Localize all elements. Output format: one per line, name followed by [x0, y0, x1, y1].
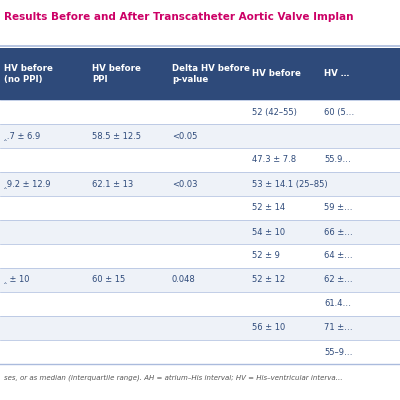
Text: 52 (42–55): 52 (42–55) — [252, 108, 297, 116]
Text: 54 ± 10: 54 ± 10 — [252, 228, 285, 236]
Text: 60 (5…: 60 (5… — [324, 108, 354, 116]
Text: ‸9.2 ± 12.9: ‸9.2 ± 12.9 — [4, 180, 50, 188]
Text: 71 ±…: 71 ±… — [324, 324, 353, 332]
Text: ses, or as median (interquartile range). AH = atrium–His interval; HV = His–vent: ses, or as median (interquartile range).… — [4, 374, 343, 381]
Text: 55.9…: 55.9… — [324, 156, 351, 164]
Text: 55–9…: 55–9… — [324, 348, 352, 356]
Text: 47.3 ± 7.8: 47.3 ± 7.8 — [252, 156, 296, 164]
Bar — [0, 316, 400, 340]
Text: 62.1 ± 13: 62.1 ± 13 — [92, 180, 133, 188]
Text: 52 ± 9: 52 ± 9 — [252, 252, 280, 260]
Bar — [0, 100, 400, 124]
Bar — [0, 340, 400, 364]
Text: Delta HV before
p-value: Delta HV before p-value — [172, 64, 250, 84]
Text: 0.048: 0.048 — [172, 276, 196, 284]
Text: 62 ±…: 62 ±… — [324, 276, 353, 284]
Text: 60 ± 15: 60 ± 15 — [92, 276, 125, 284]
Text: <0.05: <0.05 — [172, 132, 197, 140]
Text: 58.5 ± 12.5: 58.5 ± 12.5 — [92, 132, 141, 140]
Text: HV …: HV … — [324, 70, 349, 78]
Bar — [0, 268, 400, 292]
Bar — [0, 148, 400, 172]
Text: <0.03: <0.03 — [172, 180, 198, 188]
Bar — [0, 172, 400, 196]
Bar — [0, 124, 400, 148]
Text: Results Before and After Transcatheter Aortic Valve Implan: Results Before and After Transcatheter A… — [4, 12, 354, 22]
Text: 53 ± 14.1 (25–85): 53 ± 14.1 (25–85) — [252, 180, 328, 188]
Bar — [0, 196, 400, 220]
Text: HV before: HV before — [252, 70, 301, 78]
Text: 61.4…: 61.4… — [324, 300, 351, 308]
Text: 64 ±…: 64 ±… — [324, 252, 353, 260]
Text: 52 ± 14: 52 ± 14 — [252, 204, 285, 212]
Text: 56 ± 10: 56 ± 10 — [252, 324, 285, 332]
Text: ‸ ± 10: ‸ ± 10 — [4, 276, 30, 284]
Text: 52 ± 12: 52 ± 12 — [252, 276, 285, 284]
Text: 66 ±…: 66 ±… — [324, 228, 353, 236]
Bar — [0, 48, 400, 100]
Text: 59 ±…: 59 ±… — [324, 204, 352, 212]
Bar — [0, 244, 400, 268]
Bar — [0, 220, 400, 244]
Text: HV before
(no PPI): HV before (no PPI) — [4, 64, 53, 84]
Text: HV before
PPI: HV before PPI — [92, 64, 141, 84]
Bar — [0, 292, 400, 316]
Text: ‸.7 ± 6.9: ‸.7 ± 6.9 — [4, 132, 40, 140]
